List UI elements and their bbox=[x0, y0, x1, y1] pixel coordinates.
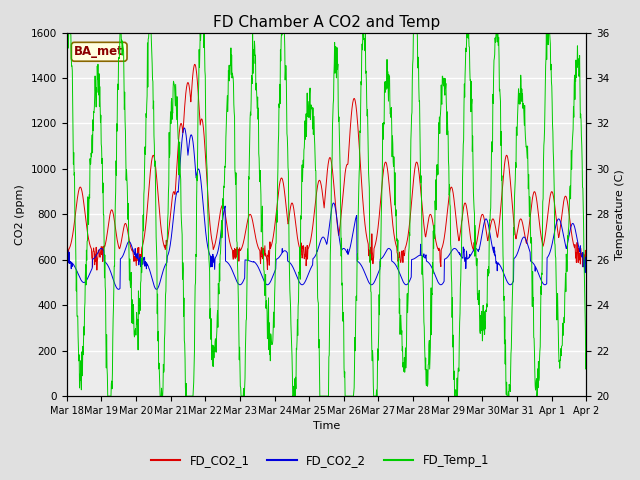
FD_Temp_1 bbox=[408, 112, 415, 118]
FD_CO2_2 bbox=[237, 281, 245, 287]
FD_CO2_1 bbox=[522, 236, 529, 242]
Legend: FD_CO2_1, FD_CO2_2, FD_Temp_1: FD_CO2_1, FD_CO2_2, FD_Temp_1 bbox=[146, 449, 494, 472]
FD_Temp_1 bbox=[237, 393, 245, 399]
Y-axis label: Temperature (C): Temperature (C) bbox=[615, 169, 625, 260]
FD_Temp_1 bbox=[582, 352, 590, 358]
FD_CO2_1 bbox=[179, 127, 186, 132]
Title: FD Chamber A CO2 and Temp: FD Chamber A CO2 and Temp bbox=[213, 15, 440, 30]
FD_Temp_1 bbox=[476, 312, 483, 318]
Line: FD_CO2_1: FD_CO2_1 bbox=[67, 64, 586, 270]
FD_CO2_1 bbox=[476, 222, 483, 228]
FD_Temp_1 bbox=[522, 134, 529, 140]
FD_CO2_2 bbox=[408, 257, 415, 263]
FD_CO2_1 bbox=[237, 247, 245, 252]
Text: BA_met: BA_met bbox=[74, 45, 124, 58]
FD_Temp_1 bbox=[63, 65, 70, 71]
FD_CO2_2 bbox=[63, 258, 70, 264]
FD_CO2_1 bbox=[93, 267, 100, 273]
FD_CO2_1 bbox=[166, 217, 173, 223]
FD_CO2_2 bbox=[476, 245, 483, 251]
FD_CO2_2 bbox=[166, 244, 173, 250]
FD_CO2_2 bbox=[582, 252, 590, 258]
FD_CO2_2 bbox=[115, 287, 122, 292]
X-axis label: Time: Time bbox=[313, 421, 340, 432]
FD_CO2_2 bbox=[522, 236, 529, 241]
FD_CO2_1 bbox=[191, 61, 198, 67]
Line: FD_Temp_1: FD_Temp_1 bbox=[67, 33, 586, 396]
Line: FD_CO2_2: FD_CO2_2 bbox=[67, 128, 586, 289]
Y-axis label: CO2 (ppm): CO2 (ppm) bbox=[15, 184, 25, 245]
FD_CO2_1 bbox=[408, 199, 415, 204]
FD_Temp_1 bbox=[179, 260, 187, 265]
FD_Temp_1 bbox=[104, 393, 112, 399]
FD_CO2_2 bbox=[179, 132, 186, 138]
FD_CO2_2 bbox=[180, 125, 188, 131]
FD_Temp_1 bbox=[166, 120, 174, 126]
FD_CO2_1 bbox=[582, 257, 590, 263]
FD_Temp_1 bbox=[64, 30, 72, 36]
FD_CO2_1 bbox=[63, 253, 70, 259]
